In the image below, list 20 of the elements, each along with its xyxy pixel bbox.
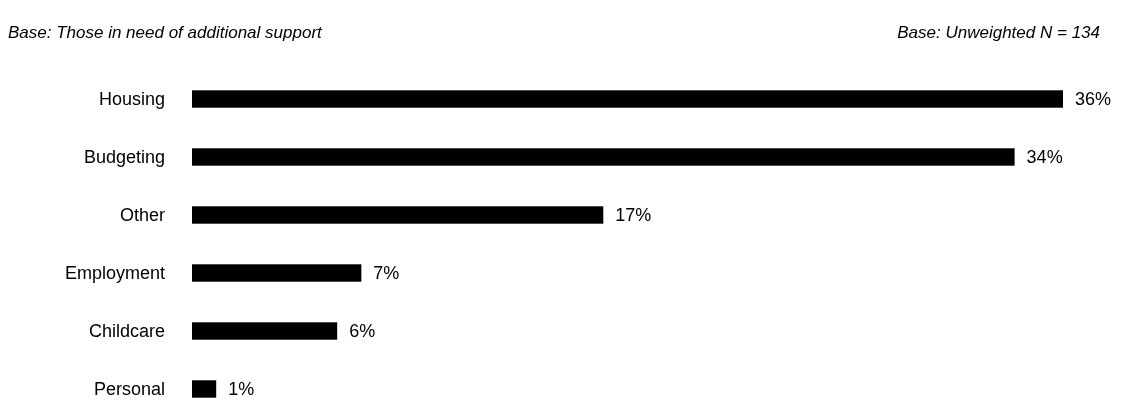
chart-title: Base: Those in need of additional support	[8, 23, 324, 42]
data-label: 6%	[349, 321, 376, 342]
data-label: 17%	[615, 205, 652, 226]
bar	[192, 264, 362, 282]
data-label: 1%	[228, 379, 255, 400]
data-label: 36%	[1075, 89, 1112, 110]
bar	[192, 206, 604, 224]
y-tick-label: Personal	[93, 378, 165, 399]
y-tick-label: Childcare	[88, 320, 165, 341]
bar	[192, 322, 338, 340]
y-tick-label: Housing	[98, 88, 165, 109]
bar	[192, 148, 1015, 166]
bar	[192, 90, 1063, 108]
y-tick-label: Other	[119, 204, 165, 225]
text: Base: Unweighted N = 134	[897, 23, 1100, 42]
bar	[192, 380, 217, 398]
y-tick-label: Employment	[64, 262, 165, 283]
data-label: 34%	[1026, 147, 1063, 168]
data-label: 7%	[373, 263, 400, 284]
y-tick-label: Budgeting	[83, 146, 165, 167]
